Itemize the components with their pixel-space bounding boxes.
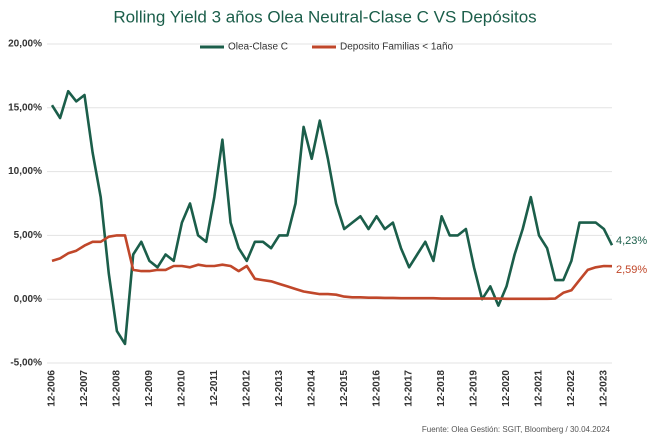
y-tick-label: 10,00% [8,166,42,177]
x-tick-label: 12-2020 [501,370,512,407]
y-tick-label: -5,00% [10,358,42,369]
y-tick-label: 0,00% [14,294,42,305]
series-line [51,234,613,301]
x-tick-label: 12-2012 [241,370,252,407]
x-tick-label: 12-2008 [112,370,123,407]
x-tick-label: 12-2007 [79,370,90,407]
x-tick-label: 12-2017 [404,370,415,407]
legend-label: Deposito Familias < 1año [340,42,454,53]
x-tick-label: 12-2018 [436,370,447,407]
x-tick-label: 12-2010 [176,370,187,407]
x-tick-label: 12-2016 [371,370,382,407]
x-tick-label: 12-2015 [339,370,350,407]
series-line [50,89,614,346]
x-tick-label: 12-2011 [209,370,220,407]
value-label: 4,23% [616,235,647,247]
value-label: 2,59% [616,264,647,276]
legend-label: Olea-Clase C [228,42,288,53]
chart-title: Rolling Yield 3 años Olea Neutral-Clase … [113,7,536,26]
x-tick-label: 12-2014 [306,370,317,407]
y-tick-label: 15,00% [8,102,42,113]
x-tick-label: 12-2013 [274,370,285,407]
x-tick-label: 12-2022 [566,370,577,407]
x-tick-label: 12-2023 [599,370,610,407]
y-tick-label: 20,00% [8,39,42,50]
source-note: Fuente: Olea Gestión: SGIT, Bloomberg / … [422,425,611,434]
x-tick-label: 12-2021 [534,370,545,407]
x-tick-label: 12-2006 [47,370,58,407]
y-tick-label: 5,00% [14,230,42,241]
x-tick-label: 12-2019 [469,370,480,407]
x-tick-label: 12-2009 [144,370,155,407]
